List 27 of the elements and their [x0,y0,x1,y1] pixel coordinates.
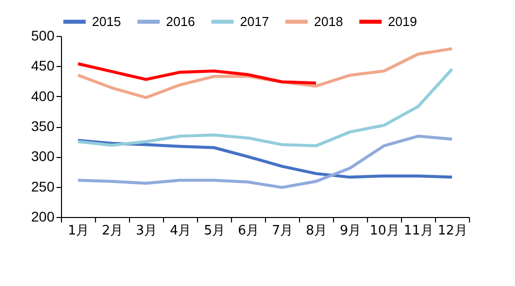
line-series [76,68,454,148]
x-tick-label: 7月 [272,224,294,238]
x-tick-label: 2月 [102,224,124,238]
y-tick-label: 450 [31,58,55,74]
y-tick-label: 400 [31,88,55,104]
line-series [76,62,318,85]
x-tick-label: 4月 [170,224,192,238]
legend-label: 2017 [240,14,269,29]
legend-label: 2018 [314,14,343,29]
y-tick-label: 500 [31,28,55,44]
legend-label: 2015 [92,14,121,29]
x-tick-label: 11月 [404,224,434,238]
line-series [76,134,454,189]
x-tick-label: 5月 [204,224,226,238]
x-tick-label: 1月 [68,224,90,238]
y-tick-label: 250 [31,178,55,194]
legend-label: 2019 [388,14,417,29]
x-tick-label: 3月 [136,224,158,238]
y-tick-label: 300 [31,148,55,164]
x-tick-label: 6月 [238,224,260,238]
y-tick-label: 200 [31,208,55,224]
legend-label: 2016 [166,14,195,29]
x-tick-label: 10月 [370,224,400,238]
x-tick-label: 8月 [306,224,328,238]
y-tick-label: 350 [31,118,55,134]
x-tick-label: 12月 [438,224,468,238]
x-tick-label: 9月 [340,224,362,238]
